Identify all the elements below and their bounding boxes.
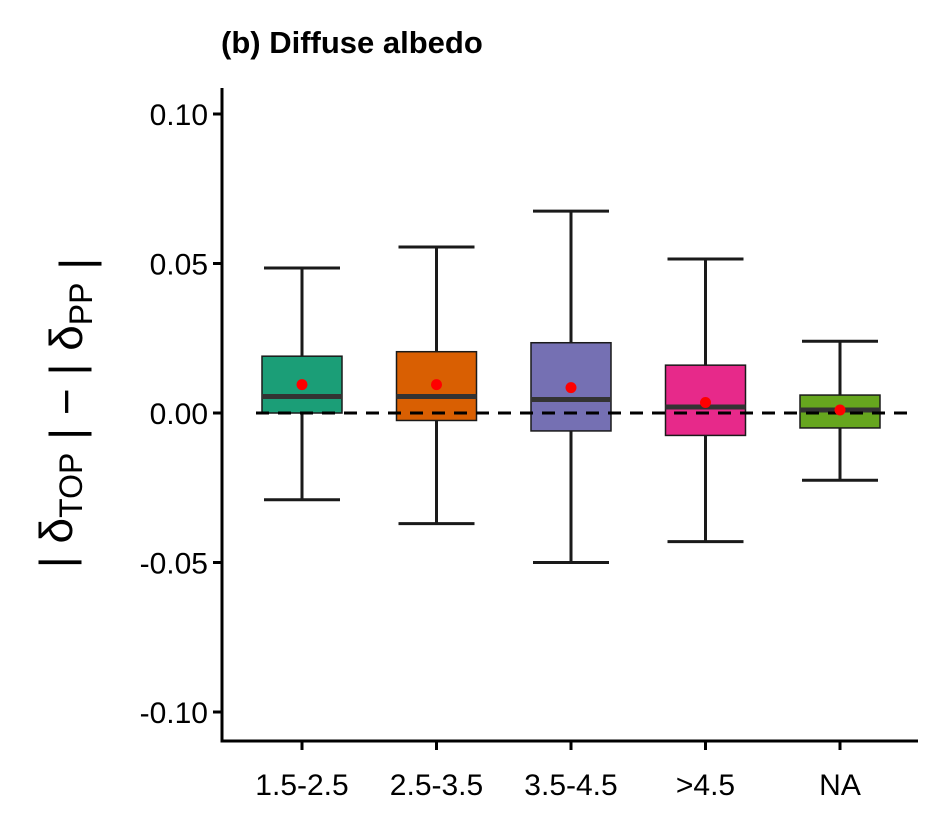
mean-marker [296, 379, 308, 391]
y-axis-label-text: | δTOP | − | δPP | [30, 258, 102, 568]
y-tick-label: 0.00 [150, 398, 208, 431]
mean-marker [565, 382, 577, 394]
y-axis-label-part: | − | δ [40, 325, 92, 453]
chart-title: (b) Diffuse albedo [221, 25, 483, 60]
y-axis-label-subscript: TOP [53, 453, 89, 518]
y-axis-label-part: | δ [30, 518, 82, 568]
y-axis-label: | δTOP | − | δPP | [30, 258, 102, 568]
y-tick-label: -0.05 [140, 548, 208, 581]
x-tick-label: 2.5-3.5 [390, 769, 483, 802]
x-tick-label: NA [819, 769, 861, 802]
y-axis-label-subscript: PP [63, 283, 99, 326]
plot-area: 0.10 0.05 0.00 -0.05 -0.10 1.5-2.5 2.5-3.5 3.5-… [140, 88, 918, 802]
y-tick-label: 0.05 [150, 249, 208, 282]
y-tick-label: -0.10 [140, 697, 208, 730]
x-tick-label: 1.5-2.5 [255, 769, 348, 802]
x-tick-label: >4.5 [676, 769, 735, 802]
y-tick-label: 0.10 [150, 99, 208, 132]
y-axis-label-part: | [50, 258, 102, 283]
x-tick-label: 3.5-4.5 [524, 769, 617, 802]
mean-marker [700, 397, 711, 409]
mean-marker [834, 404, 846, 416]
box-2 [395, 245, 478, 526]
mean-marker [431, 379, 442, 391]
